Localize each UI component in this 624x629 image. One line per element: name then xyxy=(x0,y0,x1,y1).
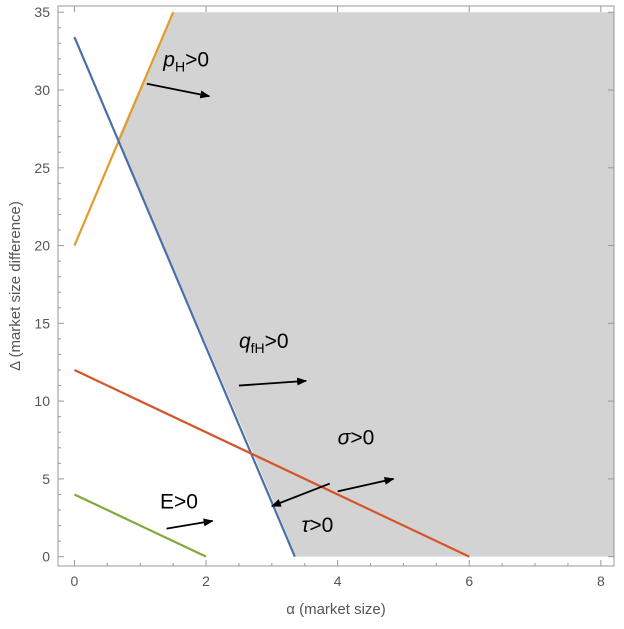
x-tick-label: 0 xyxy=(71,573,79,589)
shaded-region xyxy=(117,12,614,557)
y-tick-label: 10 xyxy=(34,393,50,409)
y-tick-label: 0 xyxy=(42,549,50,565)
x-tick-label: 6 xyxy=(465,573,473,589)
series-line-4 xyxy=(73,493,207,558)
y-tick-label: 5 xyxy=(42,471,50,487)
arrow-qfH xyxy=(238,377,308,387)
series-line-3 xyxy=(73,369,470,558)
arrow-sigma xyxy=(337,476,395,493)
arrow-E xyxy=(166,518,214,530)
annotation-tau: τ>0 xyxy=(301,514,333,537)
annotation-qfH: qfH>0 xyxy=(239,330,289,356)
y-tick-label: 35 xyxy=(34,4,50,20)
annotation-E: E>0 xyxy=(160,490,198,513)
y-tick-label: 15 xyxy=(34,315,50,331)
x-tick-label: 8 xyxy=(597,573,605,589)
series-line-1 xyxy=(73,11,175,246)
annotation-pH: pH>0 xyxy=(162,49,209,75)
y-axis-title: Δ (market size difference) xyxy=(7,201,24,371)
series-line-2 xyxy=(73,36,296,558)
x-axis-title: α (market size) xyxy=(286,601,386,618)
arrow-pH xyxy=(146,82,211,99)
y-tick-label: 30 xyxy=(34,82,50,98)
arrow-tau xyxy=(270,482,331,507)
plot-frame xyxy=(57,5,615,567)
y-tick-label: 20 xyxy=(34,238,50,254)
annotation-sigma: σ>0 xyxy=(338,427,375,450)
x-tick-label: 4 xyxy=(334,573,342,589)
x-tick-label: 2 xyxy=(202,573,210,589)
y-tick-label: 25 xyxy=(34,160,50,176)
